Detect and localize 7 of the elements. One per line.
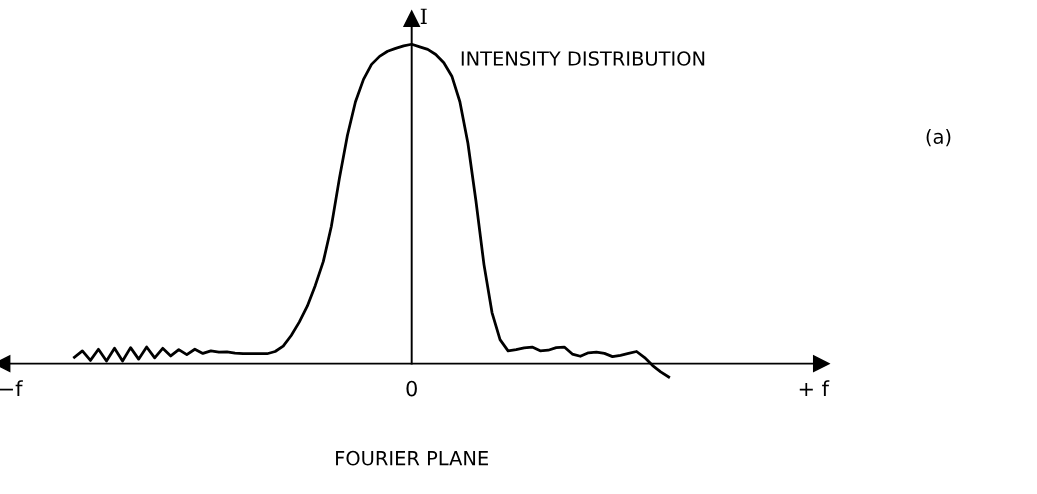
x-tick-label: + f [799, 380, 830, 397]
x-axis-title: FOURIER PLANE [336, 450, 488, 466]
text: (a) [926, 128, 951, 147]
y-axis-title: I [420, 8, 427, 24]
x-tick-label: 0 [406, 380, 417, 397]
annotation: INTENSITY DISTRIBUTION [461, 51, 705, 66]
x-tick-label: −f [0, 380, 23, 397]
